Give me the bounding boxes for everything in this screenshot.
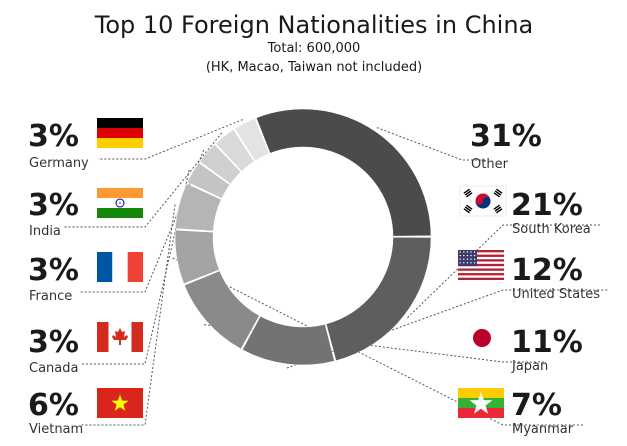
slice-germany — [234, 118, 270, 162]
category-label-vietnam: Vietnam — [29, 422, 83, 437]
india-flag-icon — [97, 188, 143, 218]
slice-india — [215, 129, 255, 172]
value-label-canada: 3% — [28, 325, 79, 360]
slice-france — [199, 144, 242, 185]
category-label-united-states: United States — [512, 287, 600, 302]
category-label-japan: Japan — [511, 359, 548, 374]
slice-south-korea — [325, 237, 432, 361]
slice-myanmar — [174, 229, 220, 285]
category-label-canada: Canada — [29, 361, 78, 376]
leader-line-vietnam — [80, 204, 176, 426]
slice-labels: 31% Other 21%South Korea 12%United States 11… — [28, 119, 600, 437]
leader-line-india — [64, 132, 223, 228]
value-label-united-states: 12% — [511, 253, 583, 288]
leader-line-germany — [98, 119, 243, 160]
leader-line-south-korea — [407, 224, 600, 318]
flags — [97, 118, 507, 418]
value-label-myanmar: 7% — [511, 388, 562, 423]
category-label-south-korea: South Korea — [512, 222, 591, 237]
value-label-france: 3% — [28, 253, 79, 288]
value-label-india: 3% — [28, 188, 79, 223]
value-label-vietnam: 6% — [28, 388, 79, 423]
category-label-france: France — [29, 289, 72, 304]
value-label-other: 31% — [470, 119, 542, 154]
germany-flag-icon — [97, 118, 143, 148]
vietnam-flag-icon — [97, 388, 143, 418]
japan-flag-icon — [473, 329, 491, 347]
value-label-germany: 3% — [28, 119, 79, 154]
slice-united-states — [242, 315, 335, 366]
slice-japan — [184, 270, 260, 350]
donut-slices — [174, 108, 432, 366]
value-label-south-korea: 21% — [511, 188, 583, 223]
canada-flag-icon — [97, 322, 143, 352]
category-label-germany: Germany — [29, 156, 89, 171]
leader-line-france — [80, 149, 205, 293]
category-label-other: Other — [471, 157, 509, 172]
category-label-india: India — [29, 224, 61, 239]
slice-canada — [187, 162, 231, 199]
slice-other — [255, 108, 432, 237]
value-label-japan: 11% — [511, 325, 583, 360]
united-states-flag-icon — [458, 250, 504, 280]
chart-subtitle-note: (HK, Macao, Taiwan not included) — [206, 60, 422, 75]
france-flag-icon — [97, 252, 143, 282]
slice-vietnam — [175, 183, 222, 232]
south-korea-flag-icon — [459, 185, 507, 217]
chart-title: Top 10 Foreign Nationalities in China — [94, 11, 534, 39]
myanmar-flag-icon — [458, 388, 504, 418]
category-label-myanmar: Myanmar — [512, 422, 574, 437]
chart-subtitle-total: Total: 600,000 — [267, 41, 361, 56]
